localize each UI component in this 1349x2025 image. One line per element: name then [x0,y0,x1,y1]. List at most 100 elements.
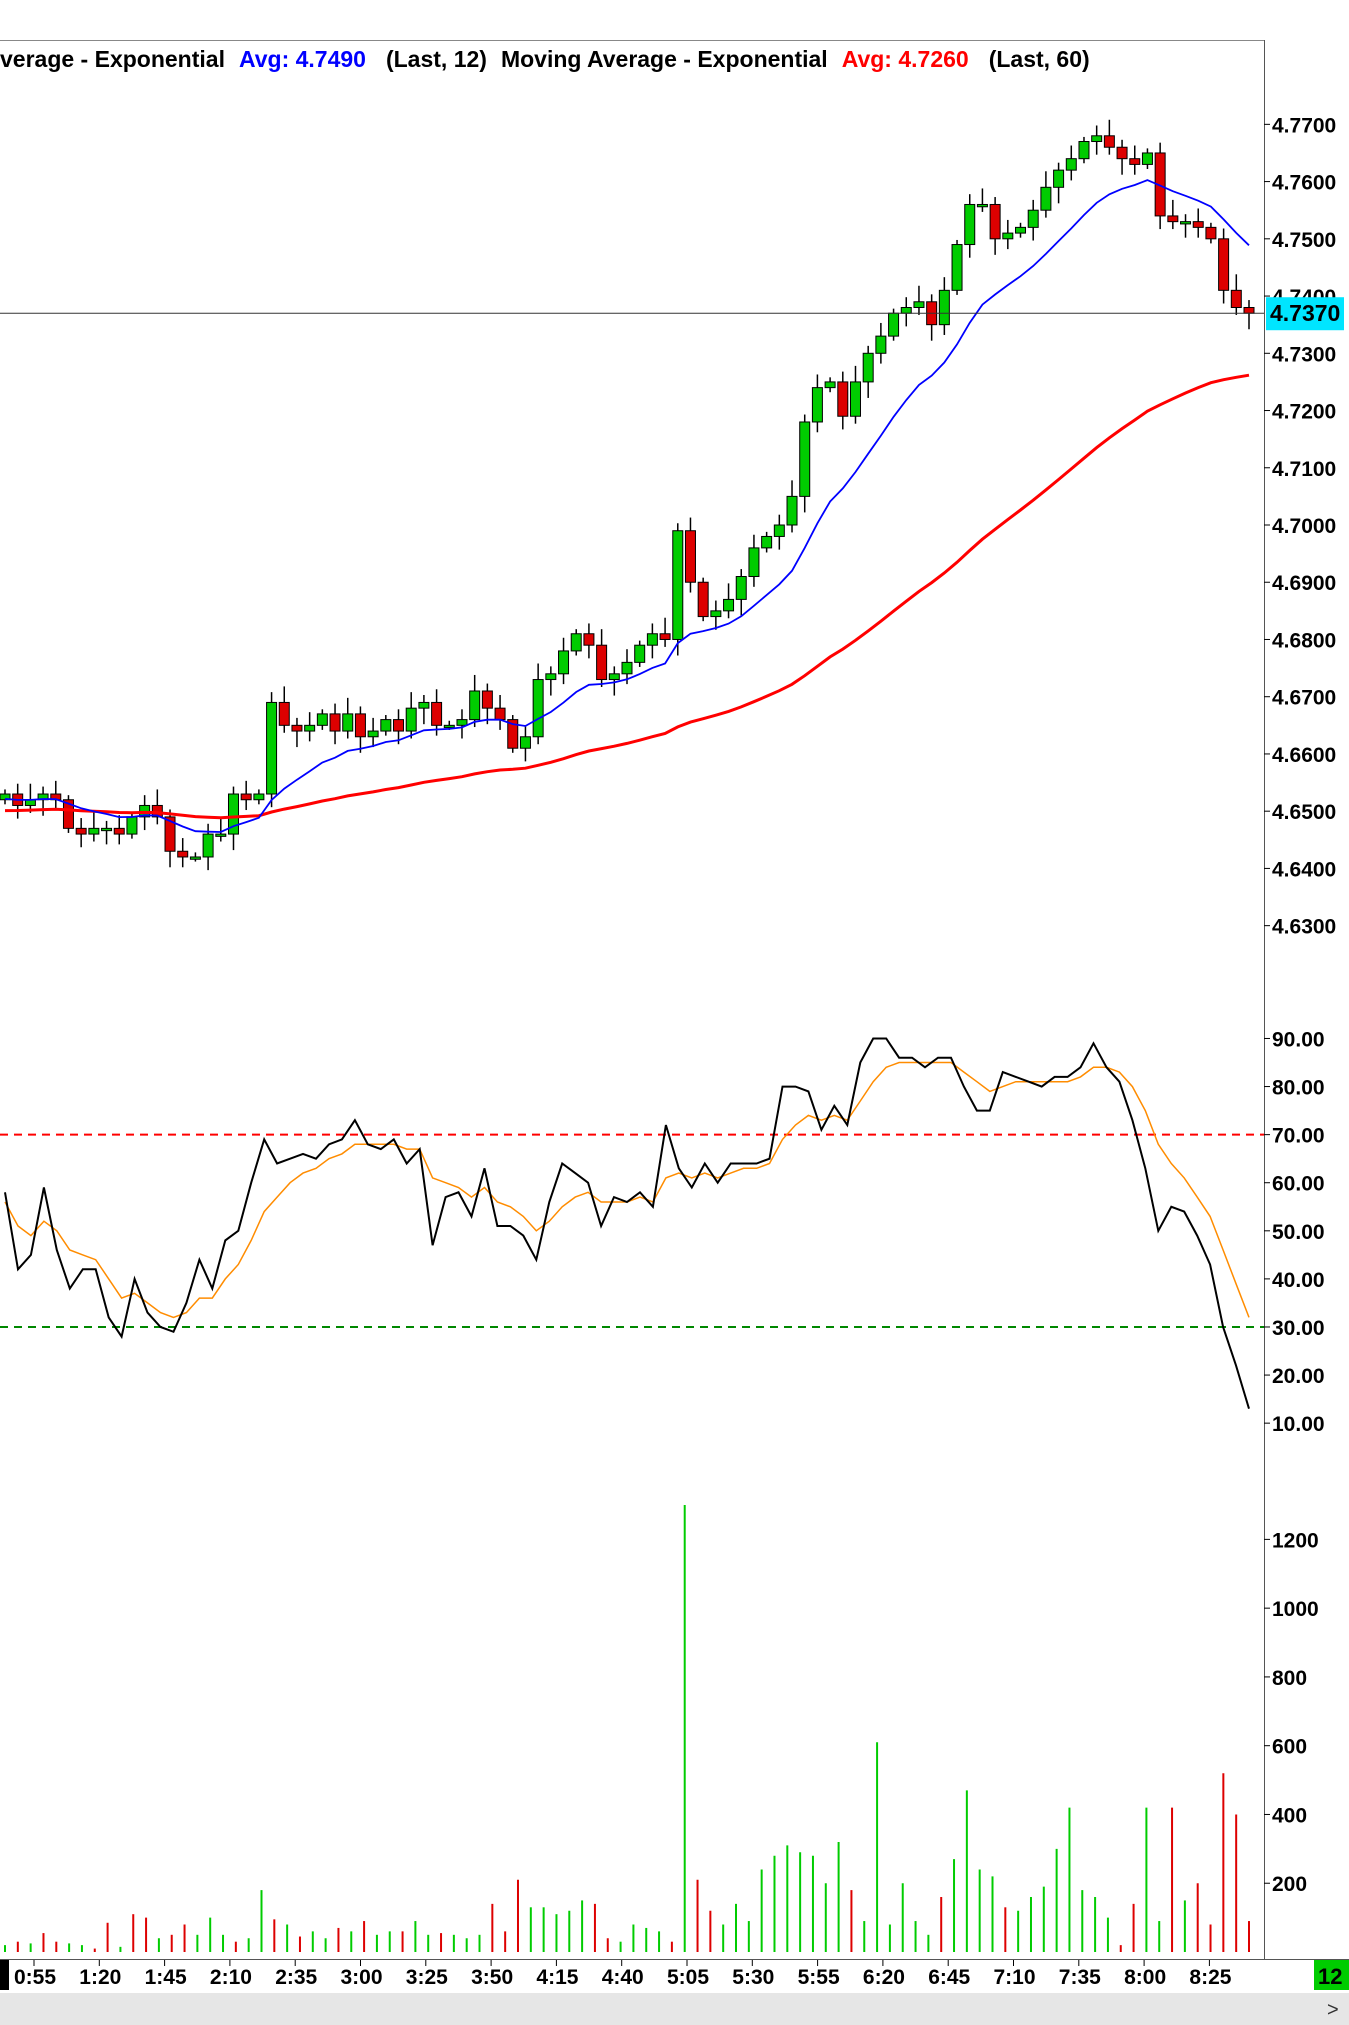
candlestick [329,703,341,745]
legend-item-5: (Last, 60) [989,46,1090,72]
candlestick [672,523,684,656]
candle-body-up [710,610,722,618]
candle-body-down [291,724,303,732]
candle-body-up [1091,135,1103,143]
price-tick-label: 4.7000 [1272,515,1336,538]
candlestick [684,517,696,593]
candle-body-up [1078,141,1090,160]
osc-tick-label: 20.00 [1272,1365,1325,1388]
candlestick [1091,125,1103,155]
legend-item-1: Avg: 4.7490 [239,46,366,72]
candle-body-up [189,856,201,860]
candlestick [164,809,176,868]
candlestick [545,666,557,696]
candle-body-down [1243,307,1255,314]
time-tick-label: 0:55 [14,1966,56,1989]
scrollbar-track[interactable] [0,1993,1349,2025]
candle-body-up [634,644,646,663]
candlestick [266,692,278,808]
candle-body-up [126,816,138,835]
candlestick [596,629,608,687]
price-tick-label: 4.7100 [1272,458,1336,481]
candlestick [799,414,811,513]
legend-item-4: Avg: 4.7260 [842,46,969,72]
candle-body-up [380,719,392,732]
candle-body-up [532,679,544,738]
oscillator-pane[interactable] [0,1037,1264,1409]
candle-body-up [608,673,620,681]
candlestick [1230,274,1242,315]
candlestick [583,623,595,659]
candle-body-up [1015,226,1027,234]
last-price-marker [1266,297,1344,331]
candle-body-down [1205,226,1217,240]
candlestick [1103,119,1115,155]
candlestick [570,629,582,656]
candlestick [367,717,379,748]
candle-body-down [481,690,493,709]
price-pane[interactable] [0,119,1264,871]
candle-body-down [164,816,176,852]
candle-body-up [1002,232,1014,240]
candlestick [532,663,544,745]
candlestick [659,617,671,647]
scroll-right-icon[interactable]: > [1327,1999,1339,2021]
candlestick [304,712,316,742]
candle-body-down [659,633,671,640]
candle-body-up [367,730,379,738]
time-tick-label: 5:05 [667,1966,709,1989]
volume-tick-label: 800 [1272,1667,1307,1690]
volume-tick-label: 1000 [1272,1598,1319,1621]
candlestick [215,818,227,842]
oscillator-axis: 90.00 80.00 70.00 60.00 50.00 40.00 30.00 20.00… [1264,1028,1325,1436]
candlestick [507,715,519,753]
candle-body-up [761,535,773,549]
candle-body-up [621,661,633,675]
candlestick [951,239,963,295]
candle-body-up [900,307,912,314]
corner-badge-label: 12 [1318,1964,1342,1989]
candle-body-up [202,833,214,858]
time-tick-label: 4:15 [536,1966,578,1989]
candlestick [1205,222,1217,244]
candlestick [634,640,646,667]
candle-body-down [75,827,87,835]
candle-body-up [976,203,988,208]
candlestick [240,780,252,811]
candle-body-up [405,707,417,732]
time-tick-label: 1:45 [145,1966,187,1989]
candlestick [849,365,861,424]
candlestick [418,694,430,725]
candlestick [519,726,531,762]
horizontal-scrollbar[interactable]: > [0,1993,1349,2025]
candlestick [964,194,976,258]
candle-body-up [964,203,976,246]
candlestick [608,666,620,696]
candlestick [875,322,887,364]
price-tick-label: 4.6400 [1272,858,1336,881]
volume-tick-label: 200 [1272,1873,1307,1896]
candle-body-down [837,381,849,417]
candlestick [1053,162,1065,204]
osc-tick-label: 40.00 [1272,1269,1325,1292]
candlestick [481,683,493,725]
candlestick [101,820,113,845]
candlestick [811,374,823,433]
candlestick [621,649,633,685]
candle-body-up [215,833,227,837]
candle-body-up [469,690,481,721]
price-tick-label: 4.6900 [1272,572,1336,595]
candlestick [1129,145,1141,175]
candlestick [1015,222,1027,238]
candlestick [748,534,760,587]
candle-body-up [723,598,735,612]
volume-pane[interactable] [4,1505,1250,1952]
time-tick-label: 8:00 [1124,1966,1166,1989]
candlestick [113,815,125,845]
candle-body-down [1116,146,1128,160]
candle-body-down [1167,215,1179,223]
legend-item-0: verage - Exponential [0,46,225,72]
price-tick-label: 4.6700 [1272,687,1336,710]
price-axis: 4.77004.76004.75004.74004.73004.72004.71… [1264,114,1336,939]
